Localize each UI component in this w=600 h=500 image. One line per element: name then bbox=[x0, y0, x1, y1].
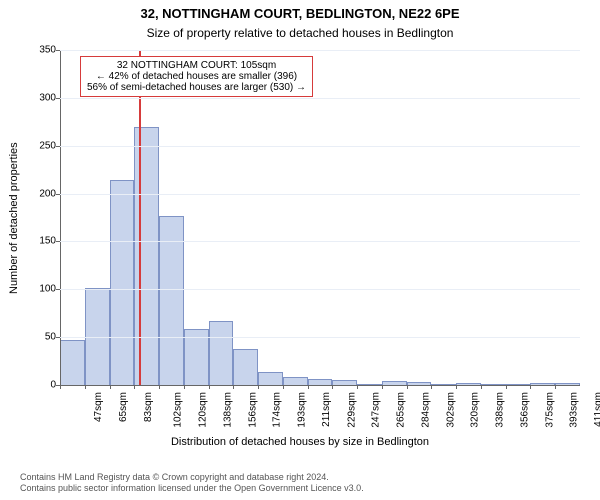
x-tick bbox=[481, 385, 482, 389]
x-tick bbox=[60, 385, 61, 389]
x-tick-label: 211sqm bbox=[321, 392, 332, 427]
histogram-bar bbox=[283, 377, 308, 385]
x-tick bbox=[159, 385, 160, 389]
x-tick-label: 83sqm bbox=[143, 392, 154, 422]
x-tick-label: 247sqm bbox=[371, 392, 382, 428]
x-tick-label: 138sqm bbox=[222, 392, 233, 428]
x-tick-label: 120sqm bbox=[198, 392, 209, 428]
y-tick-label: 200 bbox=[28, 188, 56, 199]
x-axis-label: Distribution of detached houses by size … bbox=[0, 436, 600, 448]
x-tick-label: 193sqm bbox=[297, 392, 308, 428]
x-tick-label: 47sqm bbox=[93, 392, 104, 422]
grid-line bbox=[60, 98, 580, 99]
y-tick bbox=[56, 50, 60, 51]
annotation-line-1: 32 NOTTINGHAM COURT: 105sqm bbox=[87, 60, 306, 71]
x-tick bbox=[506, 385, 507, 389]
histogram-bar bbox=[60, 340, 85, 385]
y-axis-line bbox=[60, 50, 61, 385]
chart-container: 32, NOTTINGHAM COURT, BEDLINGTON, NE22 6… bbox=[0, 0, 600, 500]
chart-title-sub: Size of property relative to detached ho… bbox=[0, 26, 600, 40]
footer-line-2: Contains public sector information licen… bbox=[20, 483, 580, 494]
x-tick bbox=[233, 385, 234, 389]
histogram-bar bbox=[209, 321, 234, 385]
y-tick-label: 300 bbox=[28, 92, 56, 103]
x-tick-label: 265sqm bbox=[396, 392, 407, 428]
x-tick-label: 320sqm bbox=[470, 392, 481, 428]
x-tick-label: 411sqm bbox=[593, 392, 600, 427]
x-tick bbox=[110, 385, 111, 389]
y-tick-label: 350 bbox=[28, 45, 56, 56]
y-tick-label: 150 bbox=[28, 236, 56, 247]
y-axis-label: Number of detached properties bbox=[8, 142, 20, 294]
x-tick bbox=[184, 385, 185, 389]
x-tick bbox=[85, 385, 86, 389]
y-tick bbox=[56, 289, 60, 290]
x-tick-label: 174sqm bbox=[272, 392, 283, 428]
x-tick-label: 393sqm bbox=[569, 392, 580, 428]
x-tick-label: 229sqm bbox=[346, 392, 357, 428]
footer-text: Contains HM Land Registry data © Crown c… bbox=[20, 472, 580, 495]
x-tick bbox=[134, 385, 135, 389]
histogram-bar bbox=[233, 349, 258, 385]
x-tick bbox=[407, 385, 408, 389]
x-tick bbox=[456, 385, 457, 389]
x-axis-line bbox=[60, 385, 580, 386]
x-tick bbox=[209, 385, 210, 389]
annotation-box: 32 NOTTINGHAM COURT: 105sqm ← 42% of det… bbox=[80, 56, 313, 97]
x-tick bbox=[555, 385, 556, 389]
y-tick bbox=[56, 98, 60, 99]
x-tick-label: 338sqm bbox=[495, 392, 506, 428]
x-tick-label: 375sqm bbox=[544, 392, 555, 428]
x-tick-label: 156sqm bbox=[247, 392, 258, 428]
x-tick bbox=[308, 385, 309, 389]
grid-line bbox=[60, 194, 580, 195]
histogram-bar bbox=[110, 180, 135, 385]
grid-line bbox=[60, 50, 580, 51]
x-tick bbox=[530, 385, 531, 389]
x-tick-label: 102sqm bbox=[173, 392, 184, 428]
x-tick bbox=[357, 385, 358, 389]
x-tick-label: 356sqm bbox=[520, 392, 531, 428]
x-tick-label: 65sqm bbox=[118, 392, 129, 422]
annotation-line-2: ← 42% of detached houses are smaller (39… bbox=[87, 71, 306, 82]
x-tick bbox=[332, 385, 333, 389]
histogram-bar bbox=[258, 372, 283, 385]
x-tick bbox=[258, 385, 259, 389]
y-tick-label: 0 bbox=[28, 380, 56, 391]
y-tick bbox=[56, 241, 60, 242]
y-tick-label: 50 bbox=[28, 332, 56, 343]
reference-line bbox=[139, 50, 141, 385]
x-tick bbox=[382, 385, 383, 389]
footer-line-1: Contains HM Land Registry data © Crown c… bbox=[20, 472, 580, 483]
annotation-line-3: 56% of semi-detached houses are larger (… bbox=[87, 82, 306, 93]
chart-title-address: 32, NOTTINGHAM COURT, BEDLINGTON, NE22 6… bbox=[0, 6, 600, 21]
x-tick bbox=[283, 385, 284, 389]
y-tick bbox=[56, 194, 60, 195]
grid-line bbox=[60, 289, 580, 290]
plot-area bbox=[60, 50, 581, 385]
grid-line bbox=[60, 337, 580, 338]
y-tick-label: 250 bbox=[28, 140, 56, 151]
y-tick-label: 100 bbox=[28, 284, 56, 295]
grid-line bbox=[60, 146, 580, 147]
grid-line bbox=[60, 241, 580, 242]
x-tick-label: 284sqm bbox=[420, 392, 431, 428]
y-tick bbox=[56, 146, 60, 147]
y-tick bbox=[56, 337, 60, 338]
x-tick bbox=[431, 385, 432, 389]
x-tick-label: 302sqm bbox=[445, 392, 456, 428]
